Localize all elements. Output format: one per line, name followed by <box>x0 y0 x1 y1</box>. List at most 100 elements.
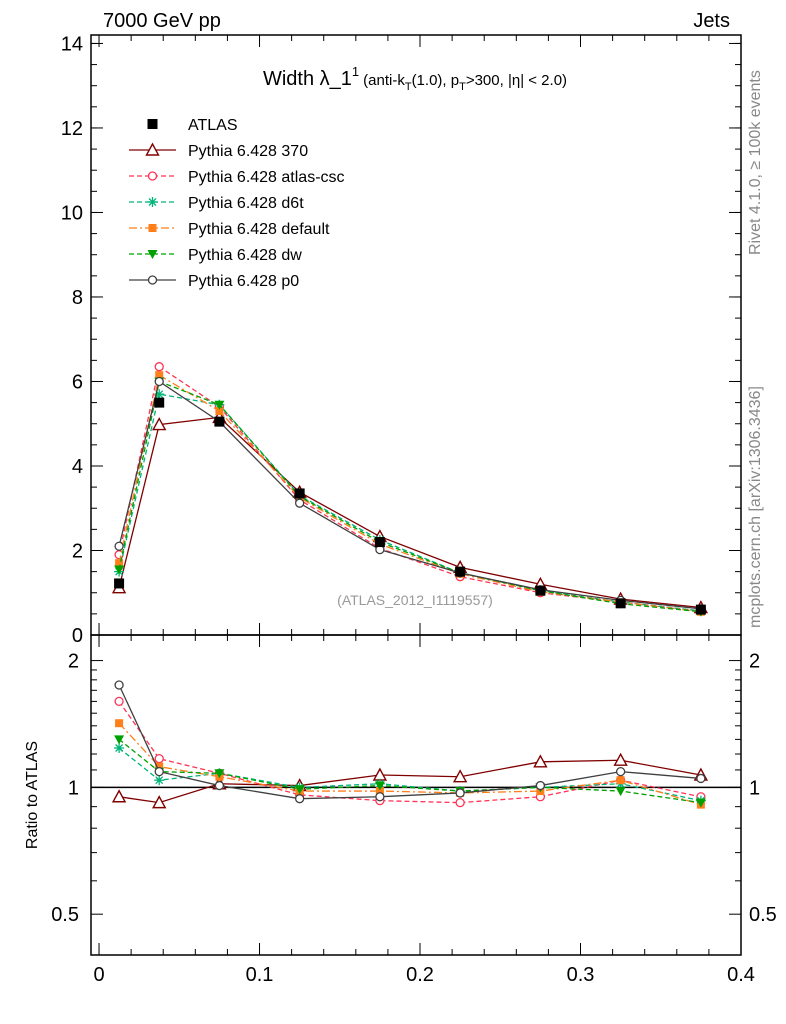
data-point-atlas <box>214 416 225 427</box>
data-point-atlas <box>695 604 706 615</box>
ratio-point-d6t <box>154 775 165 786</box>
ratio-line-default <box>118 722 702 806</box>
ratio-point-default <box>115 719 124 728</box>
series-line-default <box>118 374 701 613</box>
title-sub1: T <box>405 81 412 93</box>
ratio-plot-area: 0 0.1 0.2 0.3 0.4 0.5 0.5 1 1 2 2 <box>51 634 777 986</box>
ratio-line-dw <box>118 738 701 804</box>
ratio-point-p0 <box>615 766 626 777</box>
rivet-label: Rivet 4.1.0, ≥ 100k events <box>747 70 764 255</box>
ratio-point-atlascsc <box>154 754 164 764</box>
legend-marker-data <box>147 119 158 129</box>
data-point-atlas <box>294 488 305 499</box>
legend-marker-default <box>148 224 157 232</box>
y-tick-label: 0 <box>72 625 83 647</box>
y-tick-label: 6 <box>72 371 83 393</box>
ratio-point-atlascsc <box>114 696 124 707</box>
chart-title: Width λ_11(anti-kT(1.0), pT>300, |η| < 2… <box>263 64 567 93</box>
ratio-point-p370 <box>111 789 127 803</box>
ratio-point-dw <box>615 787 626 797</box>
legend-label-default: Pythia 6.428 default <box>188 221 330 238</box>
series-line-d6t <box>118 393 701 612</box>
ratio-point-p0 <box>375 792 385 802</box>
legend-label-p370: Pythia 6.428 370 <box>188 143 308 160</box>
legend-label-d6t: Pythia 6.428 d6t <box>188 195 304 212</box>
analysis-label: (ATLAS_2012_I1119557) <box>337 592 493 608</box>
ratio-point-p370 <box>152 795 167 809</box>
ratio-y-label: Ratio to ATLAS <box>24 741 41 849</box>
legend-label-dw: Pythia 6.428 dw <box>188 247 302 264</box>
ratio-point-atlascsc <box>455 797 465 808</box>
ratio-point-dw <box>214 769 225 779</box>
legend-label-p0: Pythia 6.428 p0 <box>188 273 299 290</box>
point-dw <box>214 400 225 410</box>
legend-marker-p370 <box>145 142 160 156</box>
title-detail-c: >300, |η| < 2.0) <box>466 72 567 89</box>
ratio-point-default <box>375 787 384 796</box>
y-tick-label: 10 <box>61 202 83 224</box>
ratio-line-atlascsc <box>118 701 702 804</box>
ratio-point-p0 <box>535 780 546 791</box>
title-detail-a: (anti-k <box>363 72 405 89</box>
ratio-point-p0 <box>696 773 706 784</box>
ratio-point-dw <box>294 785 305 795</box>
ratio-point-p370 <box>613 752 628 766</box>
ratio-point-p0 <box>154 766 164 777</box>
ratio-point-p370 <box>452 769 468 783</box>
y-tick-label: 4 <box>72 456 83 478</box>
ratio-point-p0 <box>294 794 305 804</box>
star-stroke <box>155 390 164 399</box>
header-left: 7000 GeV pp <box>103 10 221 32</box>
legend-marker-p0 <box>147 275 158 285</box>
x-tick-label: 0.2 <box>406 964 434 986</box>
ratio-y-tick-label-right: 1 <box>749 777 760 799</box>
point-p0 <box>114 541 124 551</box>
legend-marker-dw <box>147 250 158 259</box>
ratio-point-dw <box>114 735 125 745</box>
legend-label-data: ATLAS <box>188 117 238 134</box>
title-main: Width λ_1 <box>263 68 352 90</box>
ratio-y-tick-label: 1 <box>68 777 79 799</box>
y-tick-label: 12 <box>61 118 83 140</box>
title-sup: 1 <box>352 64 359 79</box>
title-sub2: T <box>459 81 466 93</box>
point-p0 <box>154 376 164 387</box>
y-tick-label: 14 <box>61 33 83 55</box>
data-point-atlas <box>114 578 125 589</box>
ratio-point-p0 <box>214 780 225 791</box>
point-default <box>155 371 164 380</box>
series-line-p0 <box>118 380 701 610</box>
legend-marker-atlascsc <box>147 171 158 181</box>
legend-marker-d6t <box>147 197 158 207</box>
x-tick-label: 0.1 <box>246 964 274 986</box>
ratio-point-dw <box>695 798 706 808</box>
point-atlascsc <box>154 362 164 372</box>
ratio-point-default <box>155 762 164 771</box>
y-tick-label: 2 <box>72 540 83 562</box>
series-line-dw <box>118 380 701 613</box>
ratio-point-p0 <box>455 788 465 798</box>
ratio-y-tick-label-right: 0.5 <box>749 904 777 926</box>
x-tick-label: 0.3 <box>567 964 595 986</box>
ratio-frame <box>90 634 742 956</box>
ratio-y-tick-label: 0.5 <box>51 904 79 926</box>
ratio-line-d6t <box>118 747 702 802</box>
series-line-p370 <box>118 416 701 609</box>
ratio-point-dw <box>374 781 385 791</box>
mcplots-label: mcplots.cern.ch [arXiv:1306.3436] <box>747 386 764 628</box>
ratio-point-default <box>616 776 625 785</box>
point-default <box>215 407 224 416</box>
x-tick-label: 0.4 <box>727 964 755 986</box>
legend: ATLAS Pythia 6.428 370 Pythia 6.428 atlas-… <box>129 117 345 290</box>
data-point-atlas <box>535 585 546 596</box>
point-default <box>115 559 124 568</box>
ratio-point-p0 <box>114 680 124 690</box>
data-point-atlas <box>615 598 626 609</box>
star-stroke <box>155 776 164 785</box>
data-point-atlas <box>154 397 165 408</box>
point-p0 <box>294 498 305 508</box>
data-point-atlas <box>455 566 466 577</box>
ratio-y-tick-label-right: 2 <box>749 651 760 673</box>
